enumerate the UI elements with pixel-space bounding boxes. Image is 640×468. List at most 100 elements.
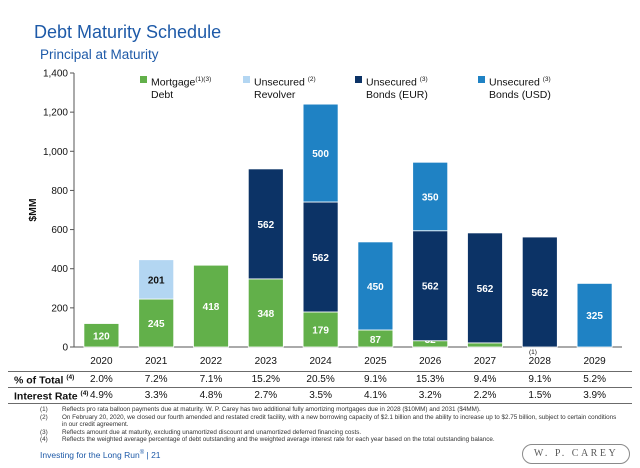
pct-total-cell: 2.0% (89, 374, 113, 385)
interest-rate-cell: 3.5% (309, 390, 332, 401)
legend-note-mortgage: (1)(3) (195, 76, 212, 83)
legend-label-mortgage-2: Debt (151, 88, 174, 101)
interest-rate-note: (4) (80, 390, 89, 397)
y-axis-label: $MM (27, 198, 39, 222)
footnote-4: (4) Reflects the weighted average percent… (40, 436, 495, 444)
x-tick-label: 2023 (255, 356, 278, 367)
x-tick-label: 2027 (474, 356, 497, 367)
data-label: 325 (586, 311, 603, 322)
bar-segment (467, 232, 503, 344)
legend-label-revolver-2: Revolver (254, 88, 296, 101)
bar-segment (247, 278, 284, 348)
x-tick-label: 2025 (364, 356, 387, 367)
interest-rate-label: Interest Rate (4) (14, 390, 89, 403)
legend-swatch-mortgage (140, 76, 147, 83)
bar-segment (193, 264, 229, 348)
legend-label-bonds-eur-2: Bonds (EUR) (366, 88, 428, 101)
x-tick-label: 2028 (529, 356, 552, 367)
interest-rate-cell: 2.7% (254, 390, 278, 401)
bar-segment (138, 259, 175, 300)
table-bottom-rule (8, 403, 632, 404)
x-tick-label: 2026 (419, 356, 442, 367)
data-label: 500 (312, 149, 329, 160)
bar-segment (302, 311, 339, 348)
footnote-1: (1) Reflects pro rata balloon payments du… (40, 406, 481, 413)
x-tick-label: 2022 (200, 356, 223, 367)
x-tick-label: 2020 (90, 356, 113, 367)
bar-segment (247, 168, 284, 280)
bar-segment (412, 161, 449, 232)
pct-total-cell: 15.2% (251, 374, 280, 385)
table-top-rule (8, 371, 632, 372)
chart-subtitle: Principal at Maturity (40, 47, 159, 62)
interest-rate-cell: 4.9% (89, 390, 113, 401)
bar-segment (412, 230, 449, 342)
footnote-3: (3) Reflects amount due at maturity, excl… (40, 428, 362, 436)
pct-total-cell: 15.3% (416, 374, 445, 385)
bar-segment (521, 236, 558, 348)
data-label: 562 (477, 284, 494, 295)
data-label: 120 (93, 331, 110, 342)
pct-total-cell: 9.1% (528, 374, 552, 385)
legend-swatch-bonds-usd (478, 76, 485, 83)
interest-rate-cell: 4.8% (199, 390, 223, 401)
bar-segment (83, 323, 120, 348)
data-label: 348 (257, 309, 274, 320)
page-title: Debt Maturity Schedule (34, 22, 222, 42)
pct-total-note: (4) (66, 374, 75, 381)
legend-note-bonds-usd: (3) (542, 76, 551, 83)
legend-label-revolver: Unsecured (254, 76, 305, 89)
data-label: 350 (422, 192, 439, 203)
data-label: 450 (367, 282, 384, 293)
data-label: 562 (257, 220, 274, 231)
data-label: 245 (148, 319, 165, 330)
legend-label-bonds-eur: Unsecured (366, 76, 417, 89)
footer-tagline: Investing for the Long Run® | 21 (40, 450, 161, 460)
pct-total-cell: 9.1% (363, 374, 387, 385)
interest-rate-cell: 2.2% (473, 390, 497, 401)
bar-segment (357, 241, 394, 331)
data-label: 201 (148, 275, 165, 286)
y-tick-label: 600 (51, 225, 68, 236)
table-mid-rule (8, 387, 632, 388)
y-tick-label: 400 (51, 264, 68, 275)
bar-segment (138, 298, 175, 348)
interest-rate-cell: 3.3% (144, 390, 168, 401)
x-tick-label: 2021 (145, 356, 168, 367)
data-label: 179 (312, 325, 329, 336)
x-tick-label: 2024 (309, 356, 332, 367)
pct-total-cell: 7.1% (199, 374, 223, 385)
y-tick-label: 0 (62, 343, 68, 354)
company-logo: W. P. CAREY (522, 444, 630, 464)
legend-label-mortgage: Mortgage (151, 76, 196, 89)
legend-swatch-bonds-eur (355, 76, 362, 83)
data-label: 87 (370, 335, 382, 346)
footnotes: (1) Reflects pro rata balloon payments du… (40, 406, 620, 444)
pct-total-cell: 7.2% (144, 374, 168, 385)
legend-label-bonds-usd-2: Bonds (USD) (489, 88, 551, 101)
data-label: 562 (422, 282, 439, 293)
bar-segment (576, 282, 613, 348)
y-tick-label: 1,000 (43, 147, 68, 158)
x-tick-label: 2029 (583, 356, 606, 367)
data-label: 562 (531, 288, 548, 299)
legend-note-bonds-eur: (3) (419, 76, 428, 83)
legend-note-revolver: (2) (307, 76, 316, 83)
footnote-2: (2) On February 20, 2020, we closed our f… (40, 413, 617, 429)
interest-rate-cell: 1.5% (528, 390, 552, 401)
category-note-2028: (1) (529, 349, 537, 356)
pct-total-cell: 5.2% (583, 374, 606, 385)
pct-total-label: % of Total (4) (14, 374, 75, 387)
interest-rate-cell: 3.2% (418, 390, 442, 401)
interest-rate-cell: 4.1% (363, 390, 387, 401)
y-tick-label: 1,400 (43, 69, 68, 80)
interest-rate-cell: 3.9% (583, 390, 606, 401)
y-tick-label: 200 (51, 303, 68, 314)
y-tick-label: 1,200 (43, 108, 68, 119)
legend-label-bonds-usd: Unsecured (489, 76, 540, 89)
bar-segment (302, 103, 339, 203)
legend-swatch-revolver (243, 76, 250, 83)
data-label: 562 (312, 253, 329, 264)
data-label: 418 (203, 302, 220, 313)
